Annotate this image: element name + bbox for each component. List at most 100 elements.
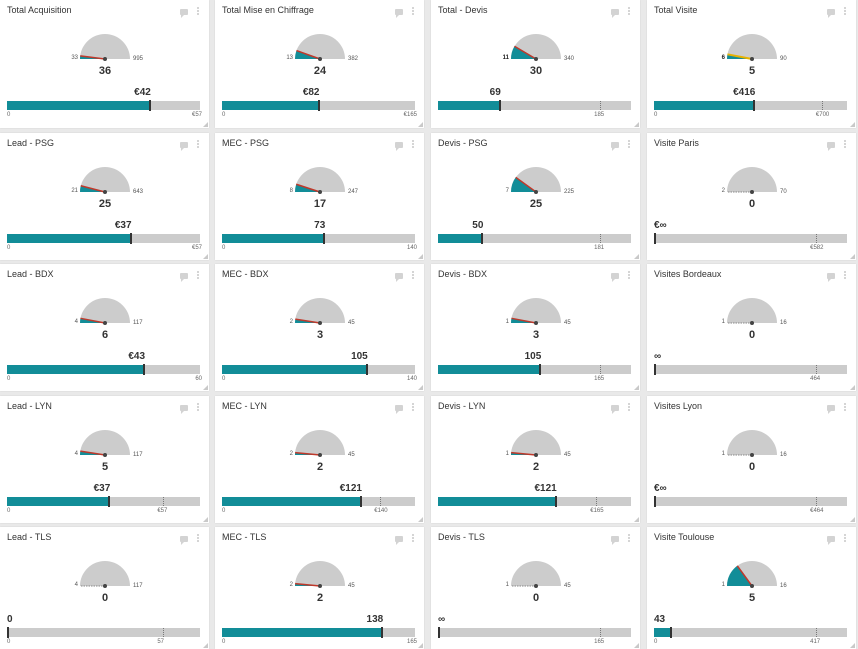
more-options-icon[interactable] (628, 403, 631, 412)
progress-bar-value: 43 (654, 614, 666, 625)
more-options-icon[interactable] (197, 403, 200, 412)
comment-icon[interactable] (611, 273, 619, 282)
gauge-needle (736, 565, 753, 587)
resize-handle[interactable] (418, 517, 423, 522)
resize-handle[interactable] (203, 254, 208, 259)
resize-handle[interactable] (634, 254, 639, 259)
more-options-icon[interactable] (844, 403, 847, 412)
comment-icon[interactable] (395, 142, 403, 151)
resize-handle[interactable] (203, 122, 208, 127)
more-options-icon[interactable] (412, 140, 415, 149)
more-options-icon[interactable] (628, 7, 631, 16)
comment-icon[interactable] (827, 273, 835, 282)
kpi-card[interactable]: MEC - LYN 2 45 2 €121 0 €140 (215, 396, 424, 523)
resize-handle[interactable] (418, 643, 423, 648)
more-options-icon[interactable] (628, 140, 631, 149)
resize-handle[interactable] (203, 517, 208, 522)
resize-handle[interactable] (634, 385, 639, 390)
comment-icon[interactable] (611, 536, 619, 545)
gauge-needle (80, 450, 106, 456)
more-options-icon[interactable] (844, 271, 847, 280)
comment-icon[interactable] (180, 142, 188, 151)
more-options-icon[interactable] (412, 403, 415, 412)
progress-bar-max: €165 (590, 508, 604, 514)
kpi-card[interactable]: Devis - BDX 1 45 3 105 165 (431, 264, 640, 391)
gauge-hub (318, 190, 322, 194)
kpi-card[interactable]: Visite Toulouse 1 16 5 43 0 417 (647, 527, 856, 649)
more-options-icon[interactable] (628, 271, 631, 280)
resize-handle[interactable] (850, 517, 855, 522)
resize-handle[interactable] (418, 122, 423, 127)
resize-handle[interactable] (850, 122, 855, 127)
kpi-card[interactable]: Total Mise en Chiffrage 13 382 24 €82 0 €165 (215, 0, 424, 128)
more-options-icon[interactable] (412, 271, 415, 280)
comment-icon[interactable] (180, 9, 188, 18)
gauge-value: 2 (316, 592, 324, 604)
kpi-card[interactable]: Devis - TLS 1 45 0 ∞ 165 (431, 527, 640, 649)
kpi-card[interactable]: MEC - PSG 8 247 17 73 0 140 (215, 133, 424, 260)
resize-handle[interactable] (634, 517, 639, 522)
kpi-card[interactable]: Lead - TLS 4 117 0 0 0 57 (0, 527, 209, 649)
gauge-max-label: 225 (564, 189, 575, 195)
progress-bar-marker (654, 364, 656, 375)
comment-icon[interactable] (180, 405, 188, 414)
progress-bar-fill (654, 101, 755, 110)
kpi-card[interactable]: Devis - LYN 1 45 2 €121 €165 (431, 396, 640, 523)
comment-icon[interactable] (827, 9, 835, 18)
more-options-icon[interactable] (197, 7, 200, 16)
kpi-card[interactable]: MEC - TLS 2 45 2 138 0 165 (215, 527, 424, 649)
kpi-card[interactable]: Visite Paris 2 70 0 €∞ €582 (647, 133, 856, 260)
comment-icon[interactable] (395, 9, 403, 18)
card-title: Devis - PSG (438, 138, 488, 148)
resize-handle[interactable] (634, 122, 639, 127)
comment-icon[interactable] (395, 405, 403, 414)
more-options-icon[interactable] (412, 7, 415, 16)
resize-handle[interactable] (418, 254, 423, 259)
gauge-hub (534, 453, 538, 457)
comment-icon[interactable] (827, 536, 835, 545)
comment-icon[interactable] (611, 142, 619, 151)
comment-icon[interactable] (827, 405, 835, 414)
resize-handle[interactable] (850, 385, 855, 390)
more-options-icon[interactable] (412, 534, 415, 543)
resize-handle[interactable] (634, 643, 639, 648)
comment-icon[interactable] (611, 9, 619, 18)
resize-handle[interactable] (203, 643, 208, 648)
comment-icon[interactable] (395, 273, 403, 282)
more-options-icon[interactable] (197, 140, 200, 149)
progress-bar-max: €464 (810, 508, 824, 514)
kpi-card[interactable]: Lead - LYN 4 117 5 €37 0 €57 (0, 396, 209, 523)
kpi-card[interactable]: Lead - PSG 21 643 25 €37 0 €57 (0, 133, 209, 260)
resize-handle[interactable] (850, 643, 855, 648)
more-options-icon[interactable] (844, 7, 847, 16)
kpi-card[interactable]: Total Acquisition 33 995 36 €42 0 €57 (0, 0, 209, 128)
gauge-max-label: 45 (564, 583, 571, 589)
progress-bar (222, 496, 415, 507)
comment-icon[interactable] (180, 273, 188, 282)
comment-icon[interactable] (180, 536, 188, 545)
resize-handle[interactable] (418, 385, 423, 390)
kpi-card[interactable]: Visites Bordeaux 1 16 0 ∞ 464 (647, 264, 856, 391)
resize-handle[interactable] (203, 385, 208, 390)
kpi-card[interactable]: Total - Devis 11 340 30 69 185 (431, 0, 640, 128)
more-options-icon[interactable] (628, 534, 631, 543)
kpi-card[interactable]: Devis - PSG 7 225 25 50 181 (431, 133, 640, 260)
kpi-card[interactable]: Lead - BDX 4 117 6 €43 0 60 (0, 264, 209, 391)
kpi-card[interactable]: Visites Lyon 1 16 0 €∞ €464 (647, 396, 856, 523)
kpi-card[interactable]: Total Visite 6 90 5 €416 0 €700 (647, 0, 856, 128)
comment-icon[interactable] (611, 405, 619, 414)
more-options-icon[interactable] (844, 140, 847, 149)
gauge-min-label: 2 (289, 582, 293, 588)
progress-bar-max: €140 (374, 508, 388, 514)
more-options-icon[interactable] (197, 534, 200, 543)
gauge-chart (80, 430, 130, 457)
gauge-value: 5 (748, 65, 756, 77)
more-options-icon[interactable] (197, 271, 200, 280)
kpi-card[interactable]: MEC - BDX 2 45 3 105 0 140 (215, 264, 424, 391)
comment-icon[interactable] (827, 142, 835, 151)
gauge-chart (80, 34, 130, 61)
more-options-icon[interactable] (844, 534, 847, 543)
resize-handle[interactable] (850, 254, 855, 259)
comment-icon[interactable] (395, 536, 403, 545)
gauge-min-label: 2 (289, 451, 293, 457)
